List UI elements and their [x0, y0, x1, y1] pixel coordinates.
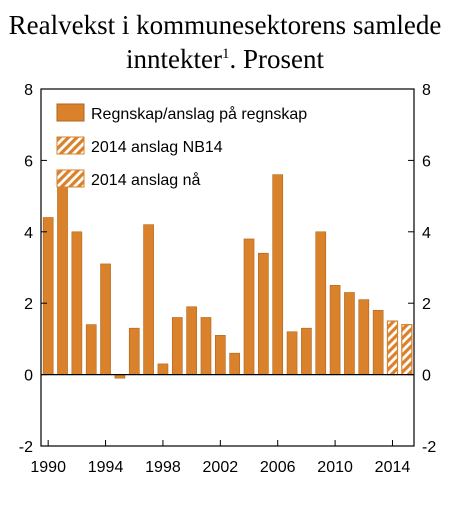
bar-2008: [301, 327, 312, 375]
legend-swatch-1: [56, 103, 85, 122]
y-tick-label-left: 0: [24, 368, 33, 385]
y-tick-label-right: 4: [422, 225, 431, 242]
bar-1993: [85, 324, 97, 375]
chart-title-line-2: inntekter1. Prosent: [0, 42, 450, 76]
y-tick-label-right: 2: [422, 296, 431, 313]
legend-swatch-3: [56, 169, 85, 188]
bar-2001: [200, 317, 212, 375]
y-tick-label-right: 0: [422, 368, 431, 385]
y-tick-label-right: 6: [422, 153, 431, 170]
bar-2009: [315, 231, 327, 375]
bar-2000: [186, 306, 197, 375]
y-tick-label-left: 8: [24, 82, 33, 99]
bar-2013: [372, 310, 384, 375]
chart-title-line-2-main: inntekter: [126, 44, 222, 74]
y-tick-label-right: 8: [422, 82, 431, 99]
bar-2003: [229, 352, 240, 375]
x-tick-label: 2006: [260, 459, 296, 476]
bar-1991: [57, 185, 68, 375]
bar-1997: [143, 224, 154, 375]
bar-1994: [100, 263, 111, 375]
bar-2005: [258, 252, 269, 375]
x-tick-label: 1994: [88, 459, 124, 476]
bar-1996: [128, 327, 140, 375]
bar-2012: [358, 299, 370, 375]
legend-label-1: Regnskap/anslag på regnskap: [91, 105, 307, 123]
plot-area-frame: [40, 88, 415, 447]
y-tick-label-right: -2: [422, 439, 436, 456]
bar-1992: [71, 231, 83, 375]
y-tick-label-left: -2: [19, 439, 33, 456]
x-tick-label: 2014: [375, 459, 411, 476]
bar-2014-series-1: [386, 320, 399, 376]
bar-1998: [157, 363, 169, 375]
bar-2006: [272, 174, 284, 375]
bar-2011: [344, 292, 355, 375]
legend-label-3: 2014 anslag nå: [91, 171, 201, 189]
legend-label-2: 2014 anslag NB14: [91, 139, 223, 156]
legend-swatch-2: [56, 136, 85, 155]
x-tick-label: 1990: [30, 459, 66, 476]
y-tick-label-left: 6: [24, 153, 33, 170]
x-tick-label: 2002: [203, 459, 239, 476]
bar-1999: [171, 317, 183, 375]
chart-title-line-2-rest: . Prosent: [229, 44, 324, 74]
bar-2004: [243, 238, 255, 375]
bar-2002: [215, 335, 226, 375]
y-tick-label-left: 2: [24, 296, 33, 313]
bar-2014-series-2: [401, 324, 413, 376]
x-tick-label: 2010: [317, 459, 353, 476]
chart-title-line-1: Realvekst i kommunesektorens samlede: [8, 10, 442, 40]
bar-2007: [286, 331, 298, 375]
chart-title-footnote-mark: 1: [221, 46, 230, 62]
chart-title: Realvekst i kommunesektorens samlede inn…: [0, 8, 450, 76]
bar-1990: [42, 217, 54, 375]
y-tick-label-left: 4: [24, 225, 33, 242]
bar-2010: [329, 285, 341, 375]
x-tick-label: 1998: [145, 459, 181, 476]
